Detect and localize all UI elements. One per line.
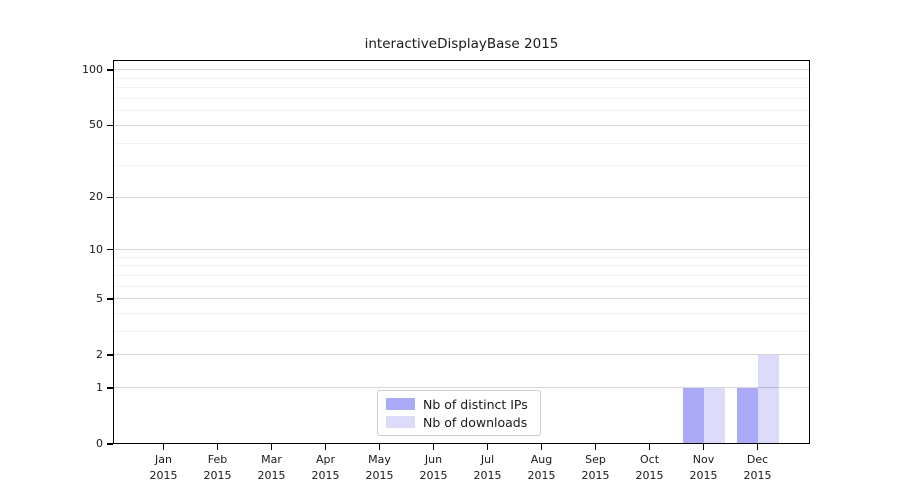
legend-item: Nb of downloads <box>386 416 532 429</box>
legend-swatch-distinct-ips <box>386 398 415 410</box>
x-axis-tick <box>216 444 219 450</box>
gridline-major <box>113 69 810 71</box>
x-axis-month-label: Jan <box>155 453 172 466</box>
legend: Nb of distinct IPs Nb of downloads <box>377 390 541 436</box>
y-axis-tick-label: 100 <box>82 62 103 76</box>
gridline-major <box>113 196 810 198</box>
x-axis-year-label: 2015 <box>257 469 286 482</box>
x-axis-month-label: May <box>368 453 391 466</box>
gridline-major <box>113 298 810 300</box>
x-axis-year-label: 2015 <box>527 469 556 482</box>
y-axis-tick-label: 1 <box>96 380 103 394</box>
x-axis-tick <box>594 444 597 450</box>
bar-downloads <box>757 354 779 444</box>
gridline-minor <box>113 77 810 79</box>
x-axis-tick <box>702 444 705 450</box>
x-axis-tick <box>324 444 327 450</box>
gridline-minor <box>113 285 810 287</box>
x-axis-month-label: Oct <box>639 453 660 466</box>
x-axis-month-label: Jun <box>424 453 443 466</box>
bar-distinct-ips <box>682 387 704 444</box>
y-axis-tick-label: 5 <box>96 291 103 305</box>
x-axis-month-label: Feb <box>207 453 228 466</box>
y-axis-tick-label: 0 <box>96 437 103 450</box>
gridline-minor <box>113 274 810 276</box>
y-axis-tick <box>107 196 113 199</box>
gridline-major <box>113 124 810 126</box>
x-axis-year-label: 2015 <box>743 469 772 482</box>
x-axis-month-label: Sep <box>585 453 606 466</box>
x-axis-year-label: 2015 <box>365 469 394 482</box>
x-axis-month-label: Jul <box>480 453 495 466</box>
x-axis-year-label: 2015 <box>581 469 610 482</box>
y-axis-tick <box>107 124 113 127</box>
x-axis-tick <box>378 444 381 450</box>
legend-swatch-downloads <box>386 416 415 428</box>
x-axis-month-label: Dec <box>746 453 769 466</box>
x-axis-year-label: 2015 <box>635 469 664 482</box>
y-axis-tick <box>107 354 113 356</box>
x-axis-month-label: Nov <box>692 453 715 466</box>
gridline-minor <box>113 265 810 267</box>
x-axis-tick <box>270 444 273 450</box>
gridline-minor <box>113 142 810 144</box>
bar-downloads <box>703 387 725 444</box>
gridline-major <box>113 354 810 356</box>
gridline-minor <box>113 165 810 167</box>
gridline-minor <box>113 313 810 315</box>
x-axis-year-label: 2015 <box>149 469 178 482</box>
gridline-minor <box>113 256 810 258</box>
x-axis-year-label: 2015 <box>473 469 502 482</box>
y-axis-tick-label: 2 <box>96 347 103 361</box>
x-axis-month-label: Mar <box>261 453 282 466</box>
chart-title: interactiveDisplayBase 2015 <box>364 36 559 52</box>
x-axis-year-label: 2015 <box>203 469 232 482</box>
y-axis-tick <box>107 387 113 389</box>
x-axis-tick <box>486 444 489 450</box>
x-axis-month-label: Aug <box>530 453 553 466</box>
gridline-major <box>113 387 810 389</box>
x-axis-tick <box>756 444 759 450</box>
x-axis-year-label: 2015 <box>419 469 448 482</box>
legend-label: Nb of distinct IPs <box>423 396 528 412</box>
x-axis-tick <box>432 444 435 450</box>
legend-label: Nb of downloads <box>423 414 528 430</box>
x-axis-tick <box>162 444 165 450</box>
gridline-minor <box>113 98 810 100</box>
x-axis-year-label: 2015 <box>311 469 340 482</box>
y-axis-tick <box>107 298 113 300</box>
legend-item: Nb of distinct IPs <box>386 398 532 411</box>
y-axis-tick <box>107 248 113 251</box>
gridline-minor <box>113 110 810 112</box>
y-axis-tick <box>107 69 113 71</box>
x-axis-year-label: 2015 <box>689 469 718 482</box>
x-axis-month-label: Apr <box>315 453 336 466</box>
x-axis-tick <box>648 444 651 450</box>
bar-distinct-ips <box>736 387 758 444</box>
y-axis-tick-label: 50 <box>89 118 103 132</box>
gridline-minor <box>113 331 810 333</box>
y-axis-tick <box>107 443 113 445</box>
gridline-minor <box>113 87 810 89</box>
y-axis-tick-label: 20 <box>89 190 103 204</box>
x-axis-tick <box>540 444 543 450</box>
gridline-major <box>113 249 810 251</box>
y-axis-tick-label: 10 <box>89 242 103 256</box>
